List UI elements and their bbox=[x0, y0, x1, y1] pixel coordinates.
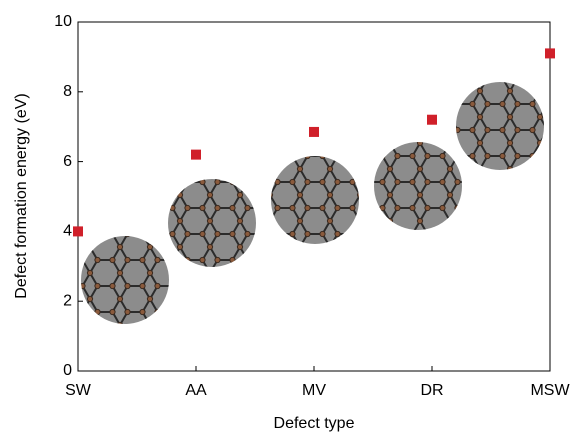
y-axis-title: Defect formation energy (eV) bbox=[13, 93, 30, 298]
lattice-image bbox=[456, 82, 544, 170]
x-tick-label: DR bbox=[420, 382, 443, 399]
chart: Defect type Defect formation energy (eV)… bbox=[0, 0, 574, 433]
point bbox=[427, 115, 437, 125]
lattice-image bbox=[168, 179, 256, 267]
point bbox=[191, 150, 201, 160]
y-tick-label: 8 bbox=[63, 83, 72, 100]
y-tick-label: 4 bbox=[63, 223, 72, 240]
x-axis-title: Defect type bbox=[274, 415, 355, 432]
lattice-image bbox=[374, 142, 462, 230]
x-tick-label: MSW bbox=[530, 382, 570, 399]
x-tick-label: MV bbox=[302, 382, 326, 399]
point bbox=[545, 48, 555, 58]
point bbox=[73, 226, 83, 236]
lattice-image bbox=[81, 236, 169, 324]
y-tick-label: 2 bbox=[63, 292, 72, 309]
y-tick-label: 6 bbox=[63, 153, 72, 170]
x-tick-label: AA bbox=[185, 382, 207, 399]
x-tick-label: SW bbox=[65, 382, 92, 399]
point bbox=[309, 127, 319, 137]
y-tick-label: 0 bbox=[63, 362, 72, 379]
lattice-images bbox=[81, 82, 544, 324]
lattice-image bbox=[271, 156, 359, 244]
y-tick-label: 10 bbox=[54, 13, 72, 30]
